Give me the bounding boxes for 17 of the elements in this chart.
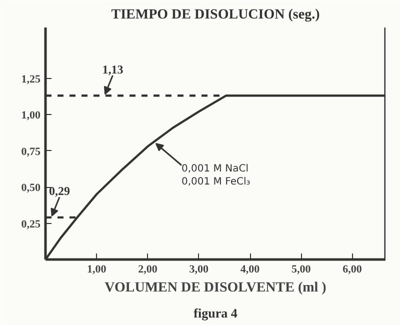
x-tick-label: 2,00	[138, 264, 158, 276]
y-tick-label: 1,00	[21, 110, 41, 122]
annotation: 0,001 M NaCl 0,001 M FeCl₃	[182, 163, 250, 188]
ref-line-label: 1,13	[102, 62, 124, 76]
y-axis-title: TIEMPO DE DISOLUCION (seg.)	[111, 8, 320, 22]
text: figura 4	[194, 306, 238, 320]
y-tick-label: 1,25	[21, 73, 41, 86]
y-tick-label: 0,50	[21, 182, 41, 194]
x-tick-label: 5,00	[292, 264, 312, 276]
y-tick-label: 0,75	[21, 146, 41, 158]
x-axis-title: VOLUMEN DE DISOLVENTE (ml )	[104, 280, 327, 296]
x-tick-label: 1,00	[87, 264, 107, 276]
ref-line-label: 0,29	[49, 184, 70, 198]
y-tick-label: 0,25	[21, 218, 41, 230]
x-tick-label: 3,00	[189, 264, 210, 276]
x-tick-label: 4,00	[240, 264, 260, 276]
x-tick-label: 6,00	[342, 264, 362, 276]
